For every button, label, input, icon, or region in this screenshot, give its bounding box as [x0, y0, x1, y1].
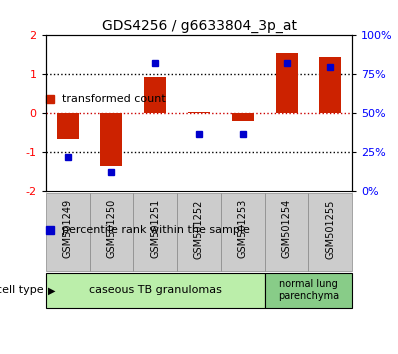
Text: caseous TB granulomas: caseous TB granulomas	[89, 285, 222, 295]
Bar	[133, 193, 177, 271]
Text: GSM501252: GSM501252	[194, 199, 204, 258]
Bar	[221, 193, 265, 271]
Bar	[320, 57, 341, 113]
Bar	[101, 113, 123, 166]
Text: GSM501253: GSM501253	[238, 199, 248, 258]
Bar	[90, 193, 133, 271]
Text: GSM501249: GSM501249	[62, 199, 73, 258]
Text: normal lung
parenchyma: normal lung parenchyma	[278, 279, 339, 301]
Bar	[188, 112, 210, 113]
Text: GSM501254: GSM501254	[281, 199, 292, 258]
Text: ▶: ▶	[48, 285, 55, 295]
Bar	[144, 78, 166, 113]
Bar	[177, 193, 221, 271]
Bar	[276, 53, 298, 113]
Text: GSM501251: GSM501251	[150, 199, 160, 258]
Text: GSM501250: GSM501250	[106, 199, 117, 258]
Text: transformed count: transformed count	[62, 94, 166, 104]
Bar	[46, 273, 265, 308]
Bar	[57, 113, 79, 138]
Text: percentile rank within the sample: percentile rank within the sample	[62, 225, 250, 235]
Text: GSM501255: GSM501255	[325, 199, 336, 258]
Bar	[265, 273, 352, 308]
Text: cell type: cell type	[0, 285, 44, 295]
Bar	[232, 113, 254, 121]
Bar	[265, 193, 308, 271]
Bar	[46, 193, 90, 271]
Text: GDS4256 / g6633804_3p_at: GDS4256 / g6633804_3p_at	[101, 19, 297, 34]
Bar	[308, 193, 352, 271]
